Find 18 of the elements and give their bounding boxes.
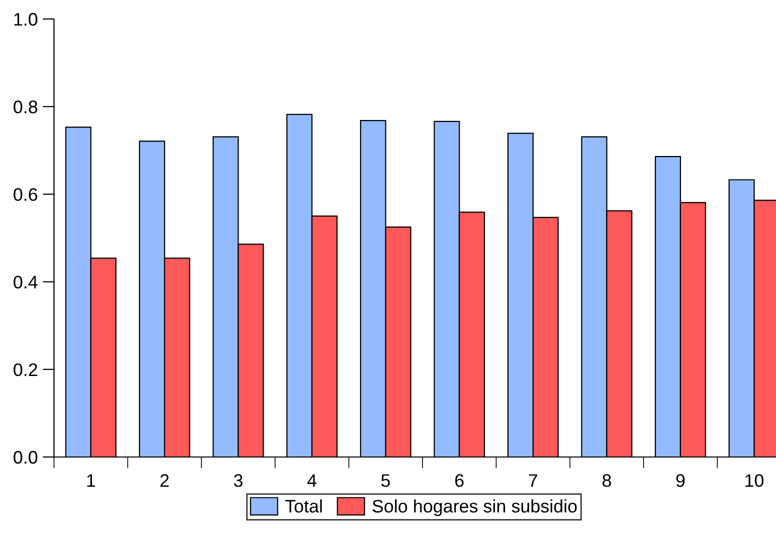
x-tick-label: 1 — [87, 474, 95, 487]
x-tick-label: 10 — [745, 474, 764, 487]
legend-label: Total — [285, 499, 322, 513]
x-tick-label: 3 — [234, 474, 242, 487]
y-tick-label: 0.6 — [14, 188, 38, 201]
y-tick-label: 1.0 — [14, 12, 38, 26]
x-tick-label: 6 — [455, 474, 464, 487]
y-tick-label: 0.4 — [14, 276, 38, 289]
y-tick-label: 0.8 — [14, 100, 38, 114]
x-tick-label: 9 — [676, 474, 685, 487]
legend-label: Solo hogares sin subsidio — [372, 499, 577, 516]
x-tick-label: 8 — [602, 474, 611, 487]
x-tick-label: 2 — [160, 474, 169, 487]
x-tick-label: 7 — [528, 474, 538, 487]
x-tick-label: 5 — [381, 474, 390, 487]
x-tick-label: 4 — [307, 474, 316, 487]
y-tick-label: 0.0 — [14, 450, 38, 464]
y-tick-label: 0.2 — [14, 363, 38, 376]
